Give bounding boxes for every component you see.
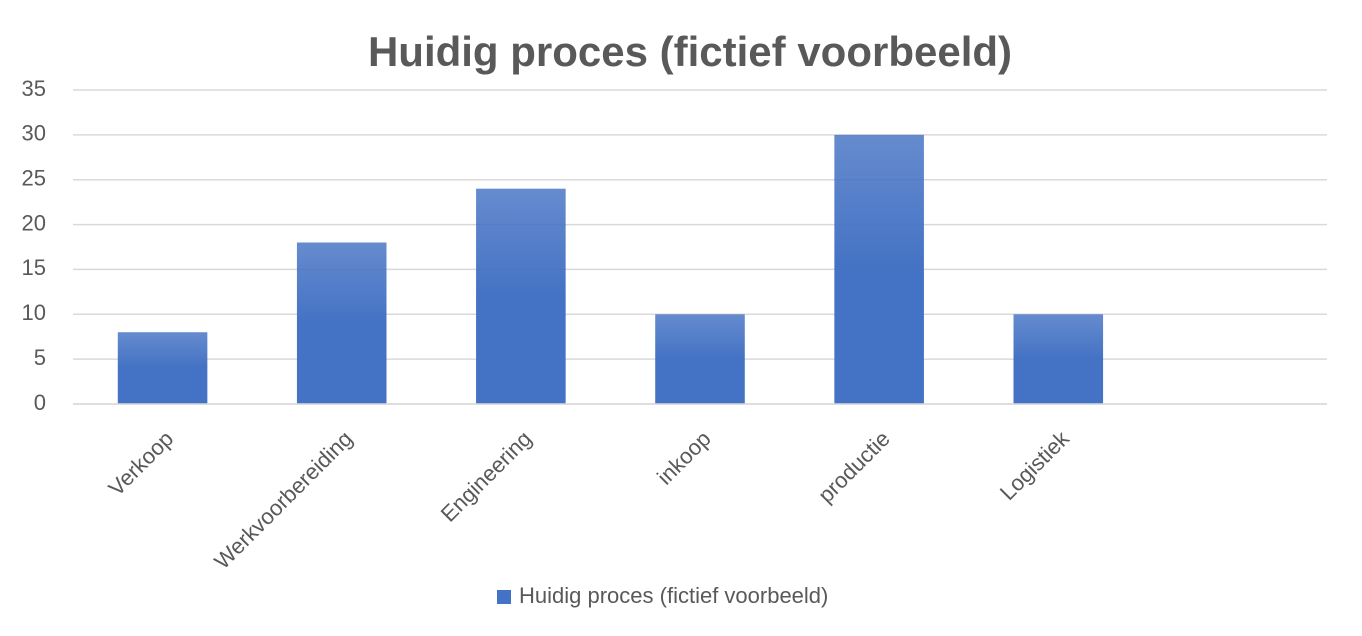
bar <box>296 242 387 404</box>
y-tick-label: 0 <box>34 390 46 415</box>
x-tick-label: Werkvoorbereiding <box>209 426 357 574</box>
y-tick-label: 30 <box>22 121 46 146</box>
bar <box>655 314 745 404</box>
legend-swatch <box>497 590 511 604</box>
bar <box>117 332 208 404</box>
y-tick-label: 5 <box>34 345 46 370</box>
x-tick-label: inkoop <box>652 426 716 490</box>
x-tick-label: Verkoop <box>103 426 178 501</box>
y-tick-label: 10 <box>22 300 46 325</box>
x-tick-label: productie <box>813 426 895 508</box>
bar <box>1013 314 1104 404</box>
y-tick-label: 20 <box>22 210 46 235</box>
x-tick-label: Logistiek <box>995 425 1075 505</box>
bar <box>834 134 924 404</box>
y-tick-label: 15 <box>22 255 46 280</box>
legend-label: Huidig proces (fictief voorbeeld) <box>519 583 828 608</box>
x-tick-label: Engineering <box>436 426 537 527</box>
y-tick-label: 35 <box>22 76 46 101</box>
bar <box>476 188 566 404</box>
y-tick-label: 25 <box>22 166 46 191</box>
chart-title: Huidig proces (fictief voorbeeld) <box>368 28 1012 75</box>
